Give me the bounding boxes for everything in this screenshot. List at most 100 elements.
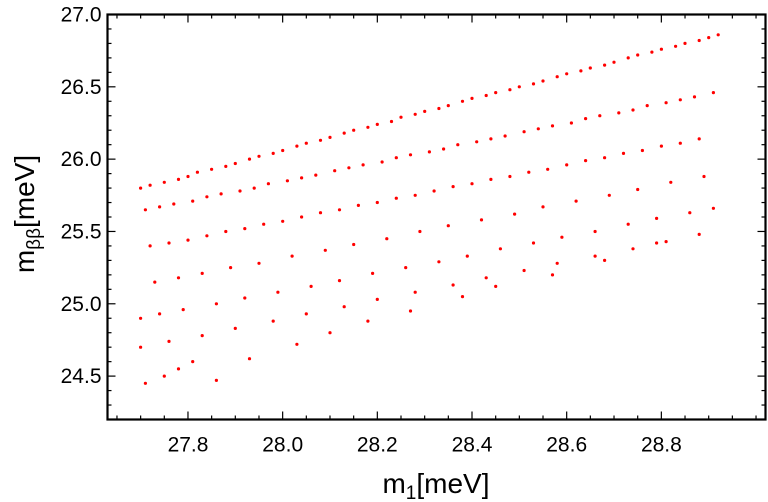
data-point (498, 247, 502, 251)
data-point (176, 367, 181, 371)
data-point (697, 232, 701, 236)
data-point (162, 374, 166, 378)
data-point (432, 189, 436, 193)
data-point (513, 212, 517, 216)
data-point (295, 342, 299, 346)
data-point (200, 271, 204, 275)
data-point (356, 203, 360, 207)
y-tick-label: 25.5 (61, 221, 102, 244)
data-point (243, 296, 247, 300)
data-point (333, 169, 337, 173)
data-point (281, 148, 285, 153)
data-point (508, 174, 512, 179)
data-point (674, 44, 678, 48)
data-point (541, 79, 545, 83)
data-point (446, 224, 450, 228)
data-point (560, 235, 564, 239)
data-point (224, 229, 228, 234)
data-point (702, 174, 706, 179)
data-point (470, 182, 474, 186)
data-point (603, 258, 607, 262)
data-point (522, 130, 526, 134)
data-point (437, 260, 441, 264)
data-point (711, 91, 716, 95)
data-point (285, 179, 289, 183)
data-point (636, 187, 640, 192)
data-point (489, 177, 493, 181)
data-point (437, 106, 441, 111)
data-point (167, 339, 171, 343)
data-point (143, 208, 147, 212)
data-point (697, 38, 701, 43)
data-point (366, 125, 370, 129)
data-point (375, 297, 379, 301)
data-point (522, 268, 526, 273)
data-point (337, 208, 342, 212)
data-point (579, 69, 583, 73)
data-point (683, 41, 687, 46)
tick-labels: 27.8 28.0 28.2 28.4 28.6 28.8 24.5 25.0 25.5 26.0… (61, 4, 682, 457)
data-point (484, 93, 488, 98)
data-point (200, 334, 204, 338)
data-point (380, 160, 384, 164)
data-point (191, 360, 195, 364)
data-point (262, 222, 266, 226)
data-point (295, 144, 299, 148)
data-point (555, 75, 559, 79)
data-point (191, 199, 195, 203)
data-point (361, 163, 365, 167)
data-point (584, 159, 588, 163)
data-point (531, 82, 536, 86)
data-point (531, 241, 536, 245)
data-point (418, 229, 422, 234)
data-point (371, 271, 375, 275)
data-point (593, 254, 597, 258)
data-point (442, 147, 446, 151)
data-point (247, 157, 252, 161)
data-point (598, 114, 602, 118)
data-point (300, 215, 304, 219)
data-point (617, 111, 621, 115)
data-point (650, 50, 654, 54)
data-point (408, 309, 413, 313)
data-point (408, 153, 413, 157)
data-point (257, 261, 261, 265)
data-point (176, 177, 181, 181)
data-point (688, 211, 692, 215)
data-point (555, 261, 559, 265)
data-point (612, 60, 616, 64)
data-point (494, 91, 498, 95)
data-point (460, 99, 465, 103)
data-point (626, 222, 630, 226)
data-point (318, 211, 323, 215)
data-point (517, 85, 521, 89)
data-point (224, 164, 228, 168)
data-point (342, 131, 346, 135)
data-point (475, 140, 479, 144)
data-point (186, 174, 190, 179)
data-point (318, 138, 323, 142)
y-tick-label: 26.5 (61, 76, 102, 99)
data-point (645, 104, 649, 108)
data-point (711, 206, 716, 210)
data-point (304, 141, 308, 145)
data-point (366, 319, 370, 323)
data-point (233, 326, 237, 330)
data-point (427, 150, 431, 154)
data-point (603, 63, 607, 67)
data-point (300, 176, 304, 180)
data-point (158, 312, 162, 316)
data-point (707, 36, 711, 40)
data-point (172, 202, 176, 206)
data-point (229, 266, 233, 270)
data-point (328, 135, 332, 139)
data-point (527, 170, 531, 174)
data-point (484, 276, 488, 280)
data-point (210, 167, 214, 171)
data-point (233, 161, 237, 166)
data-point (314, 173, 318, 177)
data-point (640, 148, 645, 153)
data-point (451, 185, 455, 189)
data-point (465, 254, 469, 258)
